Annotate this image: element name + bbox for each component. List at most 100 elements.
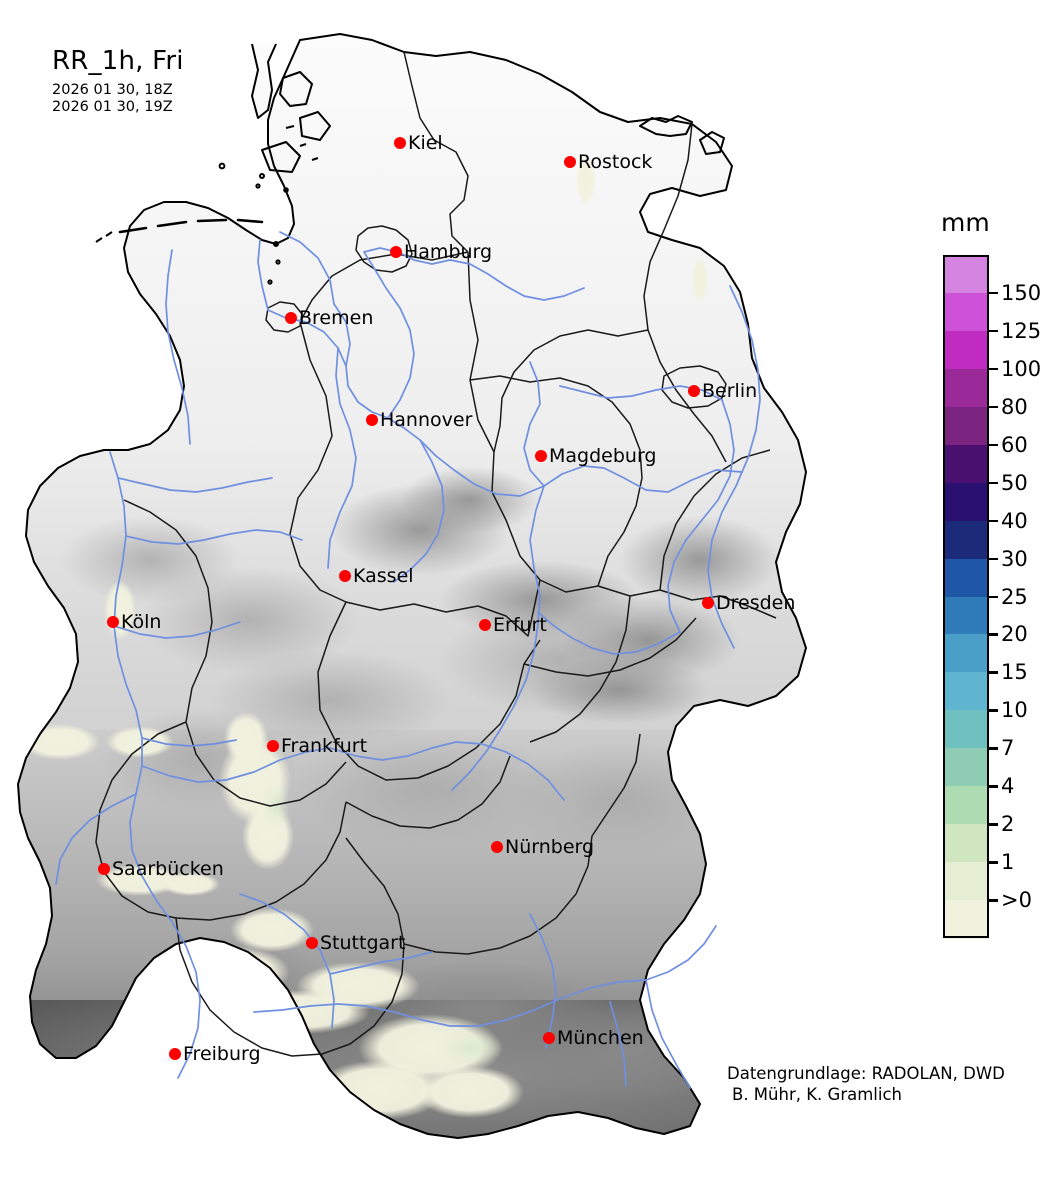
city-label: Nürnberg bbox=[505, 836, 595, 858]
city-label: Hamburg bbox=[404, 241, 493, 263]
city-dot bbox=[285, 312, 297, 324]
colorbar-tick bbox=[989, 519, 998, 523]
colorbar-tick-label: 2 bbox=[1001, 812, 1015, 837]
city-label: Stuttgart bbox=[320, 932, 406, 954]
colorbar-tick bbox=[989, 557, 998, 561]
colorbar-tick bbox=[989, 709, 998, 712]
colorbar-tick-label: 15 bbox=[1001, 660, 1028, 685]
colorbar-tick-label: 50 bbox=[1001, 470, 1028, 495]
city-label: Freiburg bbox=[183, 1043, 261, 1065]
colorbar-tick bbox=[989, 291, 998, 295]
city-dot bbox=[702, 597, 714, 609]
colorbar-tick bbox=[989, 785, 998, 788]
data-source-line: Datengrundlage: RADOLAN, DWD bbox=[727, 1064, 1005, 1083]
city-label: Dresden bbox=[716, 592, 796, 614]
colorbar-tick-label: 25 bbox=[1001, 584, 1028, 609]
colorbar-band bbox=[943, 330, 989, 370]
city-label: Kassel bbox=[353, 565, 414, 587]
colorbar-tick-label: 40 bbox=[1001, 508, 1028, 533]
colorbar-band bbox=[943, 786, 989, 825]
city-dot bbox=[107, 616, 119, 628]
colorbar-tick bbox=[989, 633, 998, 636]
city-label: Saarbücken bbox=[112, 858, 224, 880]
national-border bbox=[17, 33, 807, 1139]
credits-block: Datengrundlage: RADOLAN, DWD B. Mühr, K.… bbox=[727, 1063, 1005, 1105]
colorbar-tick bbox=[989, 747, 998, 750]
germany-precipitation-map: Kiel Rostock Hamburg Bremen Berlin Hanno… bbox=[17, 33, 807, 1139]
city-dot bbox=[339, 570, 351, 582]
valid-time-start: 2026 01 30, 18Z bbox=[52, 82, 173, 98]
city-dot bbox=[366, 414, 378, 426]
colorbar-tick-label: 7 bbox=[1001, 736, 1015, 761]
colorbar-tick-label: 60 bbox=[1001, 432, 1028, 457]
city-label: Berlin bbox=[702, 380, 758, 402]
colorbar-tick bbox=[989, 595, 998, 598]
colorbar-band bbox=[943, 672, 989, 711]
colorbar-band bbox=[943, 368, 989, 408]
city-dot bbox=[535, 450, 547, 462]
city-dot bbox=[267, 740, 279, 752]
city-label: Magdeburg bbox=[549, 445, 657, 467]
colorbar-unit-label: mm bbox=[941, 208, 990, 237]
colorbar-tick bbox=[989, 481, 998, 485]
city-label: Kiel bbox=[408, 132, 443, 154]
city-label: Köln bbox=[121, 611, 162, 633]
city-dot bbox=[491, 841, 503, 853]
city-dot bbox=[169, 1048, 181, 1060]
city-label: Erfurt bbox=[493, 614, 547, 636]
city-dot bbox=[394, 137, 406, 149]
colorbar-tick-label: 20 bbox=[1001, 622, 1028, 647]
colorbar-tick bbox=[989, 671, 998, 674]
colorbar-tick-label: 4 bbox=[1001, 774, 1015, 799]
valid-time-range: 2026 01 30, 18Z 2026 01 30, 19Z bbox=[52, 82, 184, 115]
city-label: Frankfurt bbox=[281, 735, 368, 757]
city-dot bbox=[564, 156, 576, 168]
colorbar-tick bbox=[989, 861, 998, 864]
colorbar-tick-label: 30 bbox=[1001, 546, 1028, 571]
colorbar-tick-label: 10 bbox=[1001, 698, 1028, 723]
city-label: Rostock bbox=[578, 151, 653, 173]
page-title: RR_1h, Fri bbox=[52, 46, 184, 76]
city-label: München bbox=[557, 1027, 644, 1049]
city-dot bbox=[688, 385, 700, 397]
colorbar-tick-label: >0 bbox=[1001, 888, 1032, 913]
colorbar-band bbox=[943, 520, 989, 560]
city-dot bbox=[390, 246, 402, 258]
colorbar-tick-label: 100 bbox=[1001, 356, 1042, 381]
valid-time-end: 2026 01 30, 19Z bbox=[52, 98, 173, 115]
title-block: RR_1h, Fri 2026 01 30, 18Z 2026 01 30, 1… bbox=[52, 46, 184, 115]
colorbar-band bbox=[943, 444, 989, 484]
authors-line: B. Mühr, K. Gramlich bbox=[732, 1085, 902, 1104]
city-dot bbox=[479, 619, 491, 631]
colorbar-band bbox=[943, 862, 989, 901]
colorbar-band bbox=[943, 482, 989, 522]
colorbar-band bbox=[943, 710, 989, 749]
colorbar-band bbox=[943, 558, 989, 598]
city-dot bbox=[306, 937, 318, 949]
colorbar-tick-label: 150 bbox=[1001, 280, 1042, 305]
colorbar-band bbox=[943, 634, 989, 673]
colorbar-tick-label: 80 bbox=[1001, 394, 1028, 419]
colorbar-tick bbox=[989, 443, 998, 447]
colorbar-band bbox=[943, 824, 989, 863]
colorbar-band bbox=[943, 900, 989, 939]
city-label: Hannover bbox=[380, 409, 473, 431]
city-label: Bremen bbox=[299, 307, 374, 329]
state-borders bbox=[95, 51, 777, 1057]
colorbar-tick bbox=[989, 899, 998, 902]
colorbar-band bbox=[943, 406, 989, 446]
colorbar-tick bbox=[989, 405, 998, 409]
colorbar-band bbox=[943, 748, 989, 787]
colorbar-tick-label: 125 bbox=[1001, 318, 1042, 343]
colorbar-tick bbox=[989, 367, 998, 371]
city-dot bbox=[98, 863, 110, 875]
city-dot bbox=[543, 1032, 555, 1044]
colorbar-tick bbox=[989, 329, 998, 333]
colorbar-band bbox=[943, 596, 989, 636]
colorbar-tick bbox=[989, 823, 998, 826]
colorbar-tick-label: 1 bbox=[1001, 850, 1015, 875]
colorbar-band bbox=[943, 292, 989, 332]
precipitation-colorbar[interactable] bbox=[943, 255, 989, 939]
colorbar-band bbox=[943, 255, 989, 294]
